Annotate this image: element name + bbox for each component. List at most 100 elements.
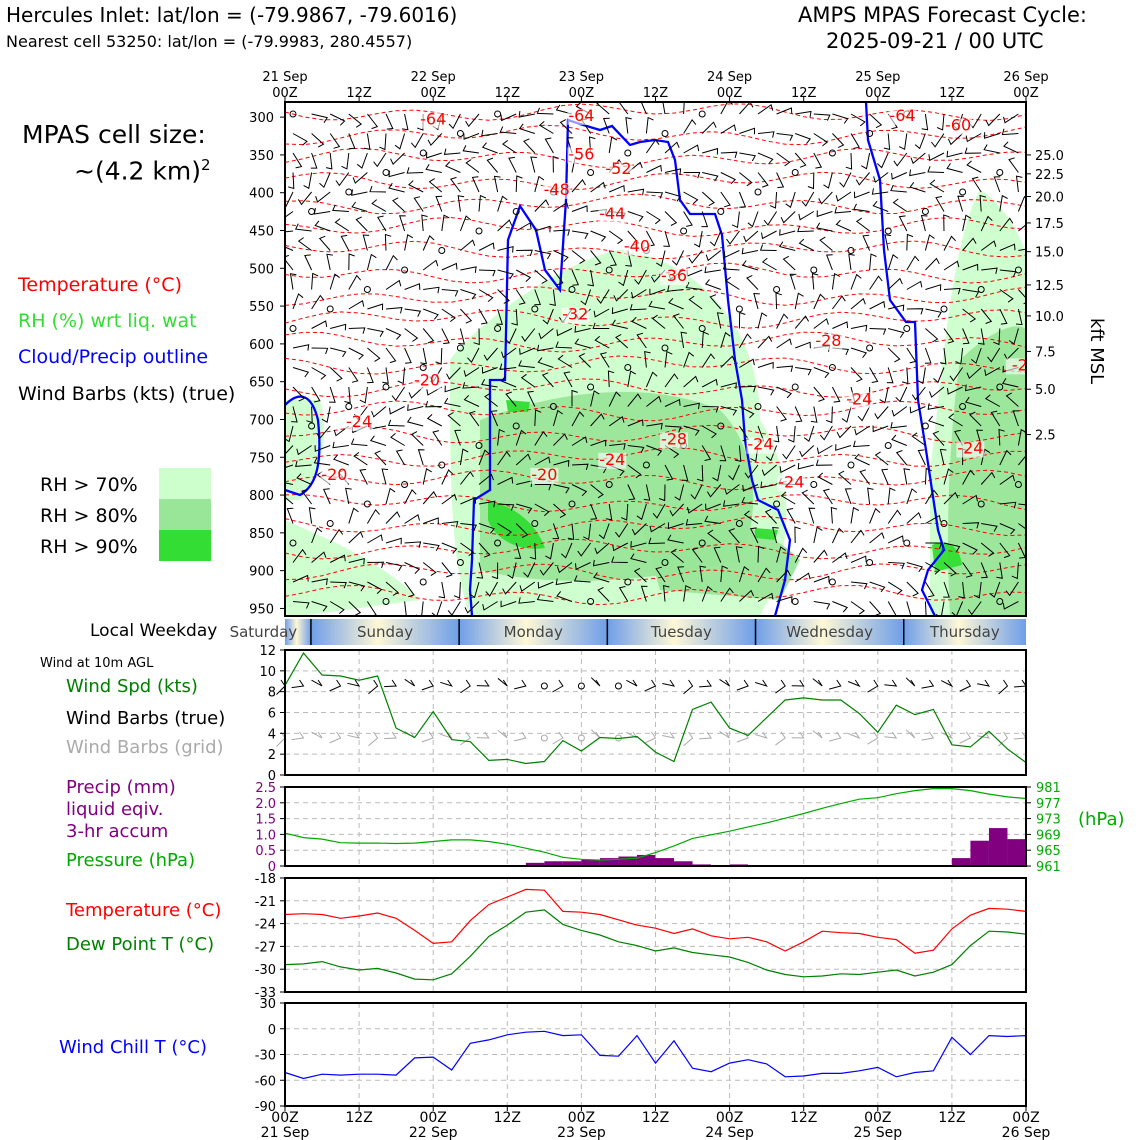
wind-barb xyxy=(798,211,815,221)
wind-barb xyxy=(285,464,294,469)
wind-barb xyxy=(1003,113,1019,124)
calm-wind-marker xyxy=(773,500,781,508)
top-date-label: 24 Sep xyxy=(707,70,752,85)
wind-barb xyxy=(481,142,498,154)
top-time-label: 12Z xyxy=(643,86,669,101)
wind-barb xyxy=(835,191,852,202)
wind-barb xyxy=(943,235,956,251)
pressure-tick-label: 500 xyxy=(249,262,274,277)
wind-barb xyxy=(500,376,517,388)
wind-barb xyxy=(353,452,368,466)
wind-barb xyxy=(765,445,778,462)
wind-barb xyxy=(906,562,924,573)
wind-barb xyxy=(463,367,480,377)
wind-barb xyxy=(1008,157,1019,173)
calm-wind-marker xyxy=(884,227,892,235)
wind-barb xyxy=(738,333,752,349)
wind-barb xyxy=(962,263,979,271)
wind-barb xyxy=(794,572,811,583)
wind-barb xyxy=(797,225,814,233)
calm-wind-marker xyxy=(866,559,874,566)
wind-barb xyxy=(943,260,960,271)
wind-barb xyxy=(553,250,569,262)
wind-barb xyxy=(573,575,591,583)
wind-barb xyxy=(958,581,965,599)
wind-barb xyxy=(515,289,526,305)
wind-barb xyxy=(329,113,346,126)
wind-barb xyxy=(385,279,402,290)
calm-wind-marker xyxy=(791,383,799,391)
wind-barb xyxy=(482,601,498,611)
wind-barb-grid xyxy=(905,729,916,739)
wind-barb xyxy=(322,488,331,505)
wind-barb xyxy=(819,425,833,441)
wind-barb xyxy=(340,234,350,251)
wind-barb xyxy=(667,285,684,292)
windchill-panel-ytick-label: -30 xyxy=(255,1049,276,1064)
windchill-panel-ytick-label: 0 xyxy=(268,1023,276,1038)
wind-barb xyxy=(519,581,536,593)
wind-barb xyxy=(943,562,957,577)
pressure-tick-label: 400 xyxy=(249,187,274,202)
wind-barb xyxy=(743,510,759,524)
wind-barb xyxy=(850,506,860,524)
top-date-label: 22 Sep xyxy=(411,70,456,85)
wind-barb xyxy=(404,328,419,342)
precip-bar xyxy=(525,862,545,866)
wind-barb xyxy=(468,410,480,427)
wind-barb xyxy=(989,581,1001,598)
wind-barb xyxy=(892,198,908,212)
wind-barb xyxy=(329,273,340,290)
wind-panel-ytick-label: 12 xyxy=(259,644,276,659)
wind-barb xyxy=(410,431,424,446)
wind-barb xyxy=(723,250,740,259)
wind-barb xyxy=(962,522,980,529)
wind-barb xyxy=(839,172,852,188)
calm-wind-marker xyxy=(438,247,446,254)
calm-wind-marker xyxy=(959,188,967,196)
wind-barb xyxy=(669,503,684,517)
wind-barb xyxy=(310,152,318,169)
wind-barb xyxy=(504,328,517,344)
wind-barb xyxy=(404,541,422,548)
wind-barb xyxy=(404,283,421,290)
pressure-tick-label: 600 xyxy=(249,338,274,353)
wind-barb xyxy=(701,191,715,207)
weekday-segment xyxy=(607,619,756,645)
wind-barb xyxy=(578,353,591,368)
wind-barb xyxy=(925,562,941,575)
wind-barb xyxy=(549,289,556,307)
temp-panel-ytick-label: -18 xyxy=(255,872,276,887)
calm-wind-marker xyxy=(419,149,427,157)
wind-barb xyxy=(621,503,629,521)
wind-barb xyxy=(648,537,666,545)
wind-barb xyxy=(811,272,819,290)
windchill-panel-ytick-label: 30 xyxy=(259,997,276,1012)
wind-barb xyxy=(999,449,1012,466)
wind-barb xyxy=(404,347,412,364)
wind-barb xyxy=(946,163,963,173)
wind-barb xyxy=(887,601,897,616)
wind-barb xyxy=(722,500,740,507)
wind-barb xyxy=(943,581,950,598)
wind-barb xyxy=(746,274,759,290)
wind-barb xyxy=(823,172,833,189)
wind-barb xyxy=(720,124,737,134)
wind-barb xyxy=(634,269,647,285)
top-time-label: 00Z xyxy=(569,86,595,101)
wind-barb xyxy=(627,419,644,427)
temperature-contour xyxy=(285,493,1026,513)
wind-barb xyxy=(929,179,945,193)
wind-barb xyxy=(685,281,703,290)
wind-barb xyxy=(794,315,810,329)
wind-barb xyxy=(553,503,567,519)
temperature-label-bg xyxy=(845,392,874,409)
wind-barb-grid xyxy=(867,731,879,745)
wind-barb xyxy=(667,534,684,544)
calm-wind-marker xyxy=(568,286,576,293)
temperature-label: -20 xyxy=(414,370,440,389)
wind-barb xyxy=(699,565,706,583)
precip-bar xyxy=(544,861,563,866)
calm-wind-marker xyxy=(828,149,836,157)
wind-barb xyxy=(441,328,450,345)
